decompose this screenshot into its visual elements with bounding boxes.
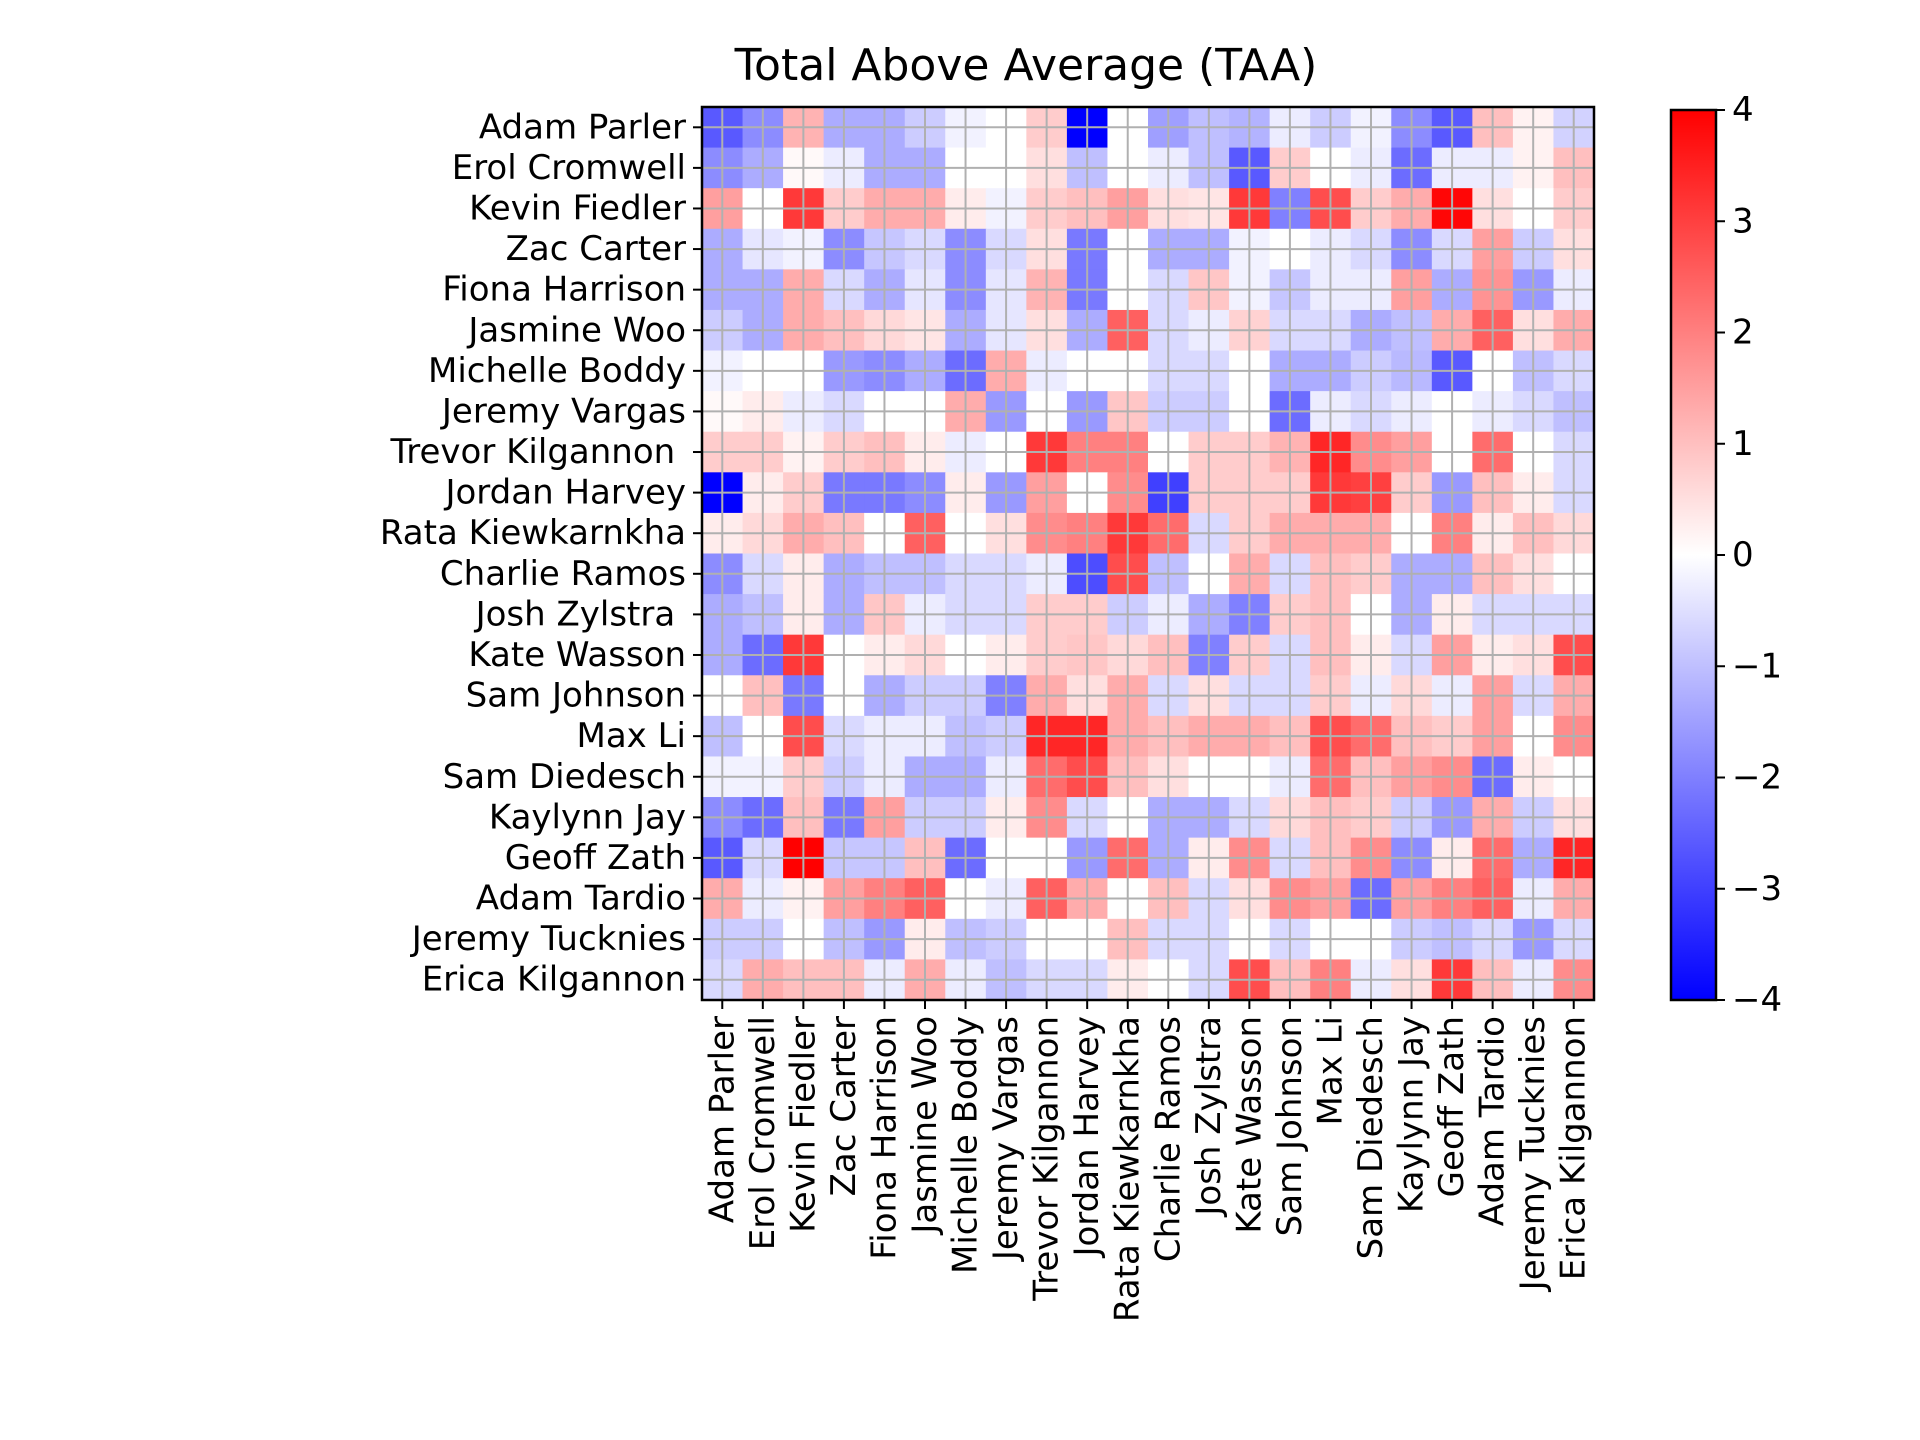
plot-frame (700, 105, 1596, 1002)
x-tick-label: Geoff Zath (1432, 1016, 1472, 1197)
x-tick-label: Rata Kiewkarnkha (1108, 1016, 1148, 1322)
colorbar-tick-label: −2 (1732, 758, 1782, 798)
colorbar-tick-label: −4 (1732, 980, 1782, 1020)
y-tick-label: Zac Carter (506, 229, 686, 269)
y-tick-label: Sam Diedesch (443, 757, 686, 797)
y-tick-label: Kevin Fiedler (469, 188, 686, 228)
colorbar-tick-label: 3 (1732, 201, 1754, 241)
y-tick-label: Josh Zylstra (474, 594, 686, 634)
x-tick-label: Fiona Harrison (864, 1016, 904, 1260)
y-tick-label: Adam Tardio (476, 879, 686, 919)
y-tick-label: Jasmine Woo (466, 310, 686, 350)
colorbar-tick-label: 4 (1732, 90, 1754, 130)
x-tick-label: Trevor Kilgannon (1027, 1016, 1067, 1302)
x-tick-label: Kevin Fiedler (783, 1016, 823, 1233)
y-tick-label: Jeremy Vargas (440, 391, 686, 431)
y-tick-label: Adam Parler (479, 107, 686, 147)
x-tick-label: Kaylynn Jay (1392, 1016, 1432, 1213)
colorbar-tick-label: −3 (1732, 869, 1782, 909)
x-tick-label: Jeremy Vargas (986, 1016, 1026, 1262)
y-tick-label: Jeremy Tucknies (410, 919, 686, 959)
heatmap-cells (702, 107, 1595, 1001)
y-tick-label: Erol Cromwell (452, 148, 686, 188)
y-tick-label: Charlie Ramos (440, 554, 686, 594)
x-tick-label: Jeremy Tucknies (1513, 1016, 1553, 1292)
x-tick-label: Sam Diedesch (1351, 1016, 1391, 1259)
y-tick-label: Geoff Zath (505, 838, 686, 878)
x-tick-label: Jasmine Woo (905, 1016, 945, 1236)
colorbar-tick-label: 2 (1732, 313, 1754, 353)
x-tick-label: Kate Wasson (1229, 1016, 1269, 1234)
colorbar-tick-label: 0 (1732, 535, 1754, 575)
x-tick-label: Jordan Harvey (1067, 1016, 1107, 1259)
colorbar-gradient (1669, 108, 1718, 1002)
x-tick-label: Max Li (1310, 1016, 1350, 1126)
y-tick-label: Sam Johnson (466, 676, 686, 716)
y-tick-label: Kaylynn Jay (489, 797, 686, 837)
y-tick-label: Jordan Harvey (443, 473, 686, 513)
colorbar-tick-label: 1 (1732, 424, 1754, 464)
chart-title: Total Above Average (TAA) (734, 40, 1318, 91)
colorbar-tick-label: −1 (1732, 646, 1782, 686)
heatmap-grid (702, 107, 1594, 1000)
x-tick-label: Josh Zylstra (1189, 1016, 1229, 1218)
x-tick-label: Erica Kilgannon (1554, 1016, 1594, 1280)
y-tick-label: Max Li (577, 716, 687, 756)
x-tick-label: Charlie Ramos (1148, 1016, 1188, 1262)
x-tick-label: Zac Carter (824, 1016, 864, 1196)
colorbar: 4 3 2 1 0 −1 −2 −3 −4 (1669, 90, 1782, 1020)
x-axis: Adam Parler Erol Cromwell Kevin Fiedler Zac… (702, 1000, 1594, 1322)
y-tick-label: Fiona Harrison (442, 270, 686, 310)
x-tick-label: Sam Johnson (1270, 1016, 1310, 1236)
y-tick-label: Trevor Kilgannon (390, 432, 687, 472)
y-tick-label: Erica Kilgannon (422, 960, 686, 1000)
x-tick-label: Erol Cromwell (743, 1016, 783, 1250)
y-tick-label: Rata Kiewkarnkha (380, 513, 686, 553)
x-tick-label: Michelle Boddy (946, 1016, 986, 1274)
x-tick-label: Adam Tardio (1473, 1016, 1513, 1226)
y-tick-label: Kate Wasson (468, 635, 686, 675)
x-tick-label: Adam Parler (702, 1016, 742, 1223)
y-tick-label: Michelle Boddy (428, 351, 686, 391)
